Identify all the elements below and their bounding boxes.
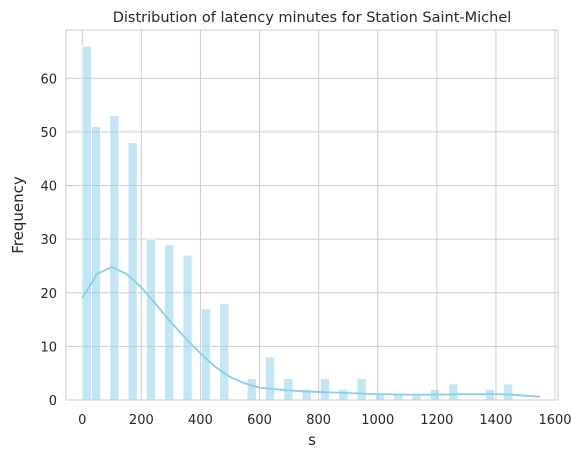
histogram-bar — [503, 383, 514, 401]
y-axis-label: Frequency — [9, 176, 27, 254]
histogram-bar — [246, 378, 257, 401]
histogram-bar — [265, 356, 276, 401]
x-axis-label: s — [308, 431, 316, 449]
x-tick-label: 0 — [78, 413, 86, 428]
x-tick-label: 400 — [188, 413, 213, 428]
x-tick-label: 1600 — [538, 413, 571, 428]
histogram-bar — [338, 388, 349, 401]
x-tick-label: 1400 — [479, 413, 512, 428]
y-tick-label: 60 — [40, 72, 57, 87]
histogram-bar — [393, 394, 404, 401]
x-tick-label: 200 — [129, 413, 154, 428]
histogram-bar — [374, 394, 385, 401]
kde-curve — [81, 266, 541, 398]
y-tick-label: 0 — [49, 394, 57, 409]
histogram-bar — [109, 115, 120, 401]
x-tick-labels: 0 200 400 600 800 1000 1200 1400 1600 — [78, 413, 571, 428]
histogram-bars — [81, 45, 514, 401]
histogram-bar — [145, 238, 156, 401]
y-tick-labels: 0 10 20 30 40 50 60 — [40, 72, 57, 409]
y-tick-label: 20 — [40, 287, 57, 302]
histogram-bar — [91, 126, 101, 401]
histogram-bar — [448, 383, 459, 401]
x-tick-label: 1000 — [361, 413, 394, 428]
histogram-bar — [219, 303, 230, 401]
histogram-bar — [164, 244, 175, 401]
plot-frame — [65, 29, 559, 401]
histogram-bar — [81, 45, 92, 401]
y-tick-label: 50 — [40, 126, 57, 141]
histogram-bar — [356, 378, 367, 401]
y-tick-label: 30 — [40, 233, 57, 248]
x-tick-label: 1200 — [420, 413, 453, 428]
x-gridlines — [81, 30, 556, 400]
y-tick-label: 10 — [40, 340, 57, 355]
histogram-bar — [127, 142, 138, 401]
y-tick-label: 40 — [40, 180, 57, 195]
chart-title: Distribution of latency minutes for Stat… — [113, 10, 512, 26]
histogram-bar — [320, 378, 330, 401]
plot-area — [66, 30, 558, 400]
histogram-bar — [182, 254, 193, 401]
x-tick-label: 600 — [247, 413, 272, 428]
x-tick-label: 800 — [306, 413, 331, 428]
